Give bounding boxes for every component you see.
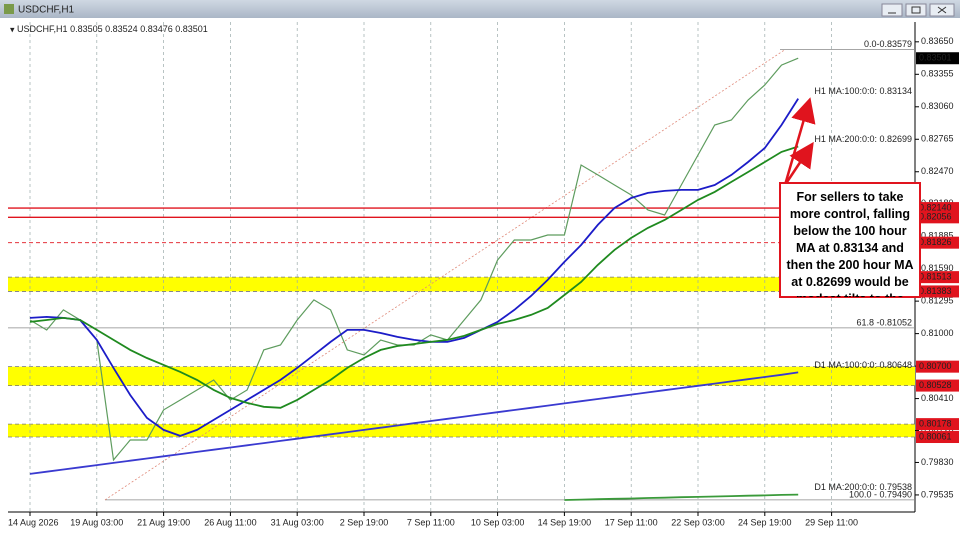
window-title: USDCHF,H1 <box>18 5 75 16</box>
price-tag <box>916 211 959 224</box>
series-line <box>29 145 799 409</box>
series-label: D1 MA:200:0:0: 0.79538 <box>814 482 912 492</box>
price-tag-label: 0.80528 <box>919 380 952 390</box>
x-tick-label: 7 Sep 11:00 <box>407 517 455 527</box>
open: 0.83505 <box>70 24 103 34</box>
annotation: For sellers to take more control, fallin… <box>786 190 914 297</box>
y-tick-label: 0.79535 <box>921 489 954 499</box>
price-tag <box>916 379 959 392</box>
series-line <box>29 57 799 462</box>
price-tag-label: 0.83501 <box>919 53 952 63</box>
annotation-box <box>779 182 921 298</box>
price-tag-label: 0.82056 <box>919 212 952 222</box>
fib-label: 100.0 - 0.79490 <box>849 489 912 499</box>
price-tag-label: 0.81383 <box>919 286 952 296</box>
price-tag-label: 0.80700 <box>919 361 952 371</box>
y-tick-label: 0.81885 <box>921 231 954 241</box>
x-tick-label: 26 Aug 11:00 <box>204 517 256 527</box>
series-label: H1 MA:100:0:0: 0.83134 <box>814 86 912 96</box>
y-tick-label: 0.82765 <box>921 134 954 144</box>
x-tick-label: 31 Aug 03:00 <box>271 517 324 527</box>
x-tick-label: 14 Aug 2026 <box>8 517 59 527</box>
price-tag <box>916 360 959 373</box>
price-tag <box>916 271 959 284</box>
price-tag-label: 0.81513 <box>919 272 952 282</box>
close: 0.83501 <box>175 24 208 34</box>
x-tick-label: 29 Sep 11:00 <box>805 517 858 527</box>
zone <box>8 366 915 386</box>
y-tick-label: 0.81590 <box>921 263 954 273</box>
series-line <box>29 371 799 475</box>
axis-layer: 14 Aug 2026 19 Aug 03:00 21 Aug 19:00 26 Au… <box>8 36 959 527</box>
close-glyph <box>937 6 947 14</box>
plot-layer: 0.0-0.83579 61.8 -0.81052 100.0 - 0.79490 H… <box>29 39 912 501</box>
x-tick-label: 2 Sep 19:00 <box>340 517 389 527</box>
high: 0.83524 <box>105 24 138 34</box>
y-tick-label: 0.82470 <box>921 166 954 176</box>
fib-label: 0.0-0.83579 <box>864 39 912 49</box>
y-tick-label: 0.83355 <box>921 69 954 79</box>
y-tick-label: 0.80410 <box>921 393 954 403</box>
series-line <box>564 493 799 501</box>
y-tick-label: 0.81000 <box>921 328 954 338</box>
price-tag <box>916 202 959 215</box>
x-tick-label: 19 Aug 03:00 <box>70 517 123 527</box>
window-icon <box>4 4 14 14</box>
price-tag <box>916 285 959 298</box>
maximize-glyph <box>911 6 921 14</box>
series-label: H1 MA:200:0:0: 0.82699 <box>814 134 912 144</box>
x-tick-label: 22 Sep 03:00 <box>671 517 725 527</box>
symbol-info: ▾ USDCHF,H1 0.83505 0.83524 0.83476 0.83… <box>10 24 208 34</box>
y-tick-label: 0.81295 <box>921 296 954 306</box>
price-tag <box>916 236 959 249</box>
fib-label: 61.8 -0.81052 <box>856 317 912 327</box>
y-tick-label: 0.83060 <box>921 101 954 111</box>
price-tag-label: 0.80178 <box>919 419 952 429</box>
price-tag-label: 0.80061 <box>919 431 952 441</box>
price-tag <box>916 418 959 431</box>
price-tag <box>916 431 959 444</box>
y-tick-label: 0.83650 <box>921 36 954 46</box>
price-tag-label: 0.81826 <box>919 237 952 247</box>
window-buttons[interactable] <box>881 3 955 17</box>
price-tag-label: 0.82140 <box>919 202 952 212</box>
series-label: D1 MA:100:0:0: 0.80648 <box>814 360 912 370</box>
price-tag <box>916 52 959 65</box>
x-tick-label: 24 Sep 19:00 <box>738 517 792 527</box>
low: 0.83476 <box>140 24 173 34</box>
zone <box>8 424 915 438</box>
background-layer <box>8 22 915 512</box>
x-tick-label: 17 Sep 11:00 <box>605 517 658 527</box>
arrow <box>783 141 814 186</box>
series-line <box>29 98 799 437</box>
y-tick-label: 0.79830 <box>921 457 954 467</box>
title-bar <box>0 0 960 18</box>
x-tick-label: 10 Sep 03:00 <box>471 517 525 527</box>
x-tick-label: 14 Sep 19:00 <box>538 517 592 527</box>
symbol: USDCHF,H1 <box>17 24 68 34</box>
zone <box>8 277 915 292</box>
x-tick-label: 21 Aug 19:00 <box>137 517 190 527</box>
annotation-container: For sellers to take more control, fallin… <box>786 190 914 297</box>
minimize-button[interactable] <box>881 3 903 17</box>
maximize-button[interactable] <box>905 3 927 17</box>
